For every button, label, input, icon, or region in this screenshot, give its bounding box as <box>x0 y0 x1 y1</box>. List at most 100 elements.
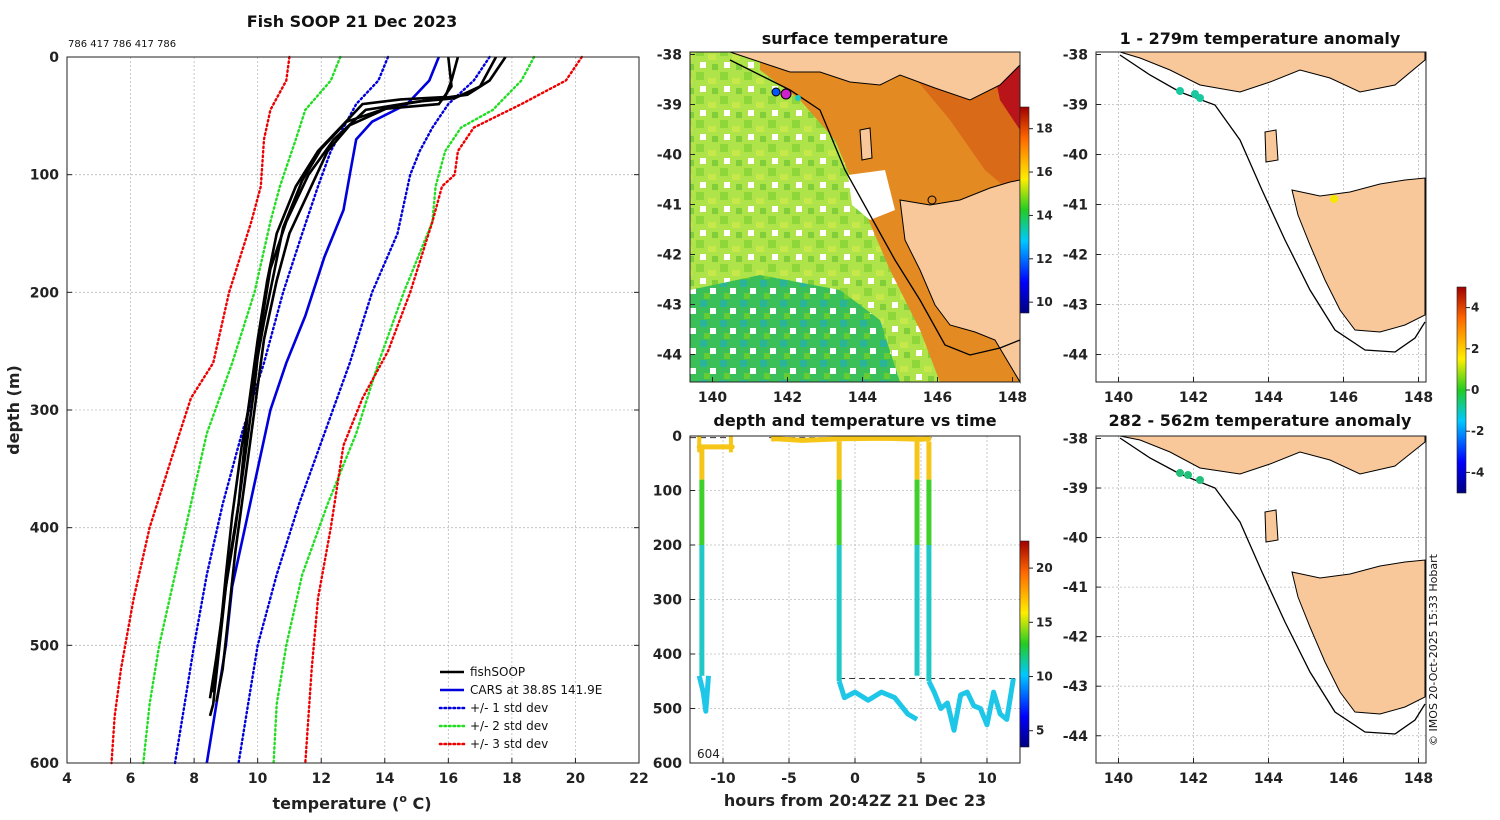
profile-x-tick-label: 12 <box>311 771 330 787</box>
depth-time-surface-trace <box>773 435 932 443</box>
x-label-end: C) <box>407 794 432 813</box>
sst-south-field <box>690 275 900 382</box>
profile-ids: 786 417 786 417 786 <box>68 39 176 50</box>
depth-time-y-tick-label: 200 <box>653 538 682 554</box>
profile-series--1-std <box>173 55 390 765</box>
map-y-tick-label: -44 <box>657 348 683 364</box>
sst-x-ticks: 140 142 144 146 148 <box>698 377 1027 406</box>
legend-label: +/- 3 std dev <box>470 737 548 751</box>
depth-time-colorbar-label: 15 <box>1036 615 1053 629</box>
sst-panel: surface temperature 140 142 144 146 148 -38-… <box>657 29 1053 406</box>
profile-y-tick-label: 100 <box>30 168 59 184</box>
anomaly-colorbar-label: -4 <box>1471 465 1484 479</box>
map-y-tick-label: -39 <box>1063 98 1088 114</box>
anomaly-colorbar-label: -2 <box>1471 424 1484 438</box>
profile-legend: fishSOOP CARS at 38.8S 141.9E +/- 1 std de… <box>438 665 602 751</box>
credit-text: © IMOS 20-Oct-2025 15:33 Hobart <box>1427 553 1440 746</box>
sst-fish-point <box>795 95 801 101</box>
depth-time-y-tick-label: 600 <box>653 756 682 772</box>
depth-time-x-tick-label: -10 <box>710 771 736 787</box>
depth-time-y-tick-label: 400 <box>653 647 682 663</box>
anomaly-lower-x-ticks: 140 142 144 146 148 <box>1104 758 1433 787</box>
legend-label: CARS at 38.8S 141.9E <box>470 683 602 697</box>
sst-king-island <box>859 127 873 161</box>
sst-cloud-gap <box>848 170 895 220</box>
anomaly-upper-point <box>1176 87 1184 95</box>
depth-time-colorbar-label: 5 <box>1036 724 1044 738</box>
x-label-main: temperature ( <box>272 794 399 813</box>
anomaly-colorbar-label: 0 <box>1471 383 1479 397</box>
sst-colorbar-label: 10 <box>1036 295 1053 309</box>
map-x-tick-label: 146 <box>923 390 952 406</box>
anomaly-lower-frame <box>1095 435 1427 764</box>
sst-fish-point <box>780 88 792 100</box>
profile-series--3-std <box>304 55 583 765</box>
map-y-tick-label: -38 <box>1063 48 1088 64</box>
map-x-tick-label: 142 <box>773 390 802 406</box>
anomaly-colorbar-label: 2 <box>1471 342 1479 356</box>
sst-tasmania <box>899 179 1021 384</box>
map-y-tick-label: -41 <box>1063 580 1088 596</box>
depth-time-x-tick-label: 5 <box>916 771 926 787</box>
anomaly-upper-tasmania <box>1291 177 1426 333</box>
anomaly-lower-tasmania <box>1291 559 1426 715</box>
profile-x-tick-label: 8 <box>189 771 199 787</box>
depth-time-y-tick-label: 500 <box>653 702 682 718</box>
map-x-tick-label: 142 <box>1179 390 1208 406</box>
map-x-tick-label: 142 <box>1179 771 1208 787</box>
depth-time-y-tick-label: 0 <box>672 429 682 445</box>
map-y-tick-label: -42 <box>657 248 682 264</box>
anomaly-lower-panel: 282 - 562m temperature anomaly 140 142 144… <box>1063 411 1433 787</box>
depth-time-panel: depth and temperature vs time -10 -5 0 5 10 … <box>653 411 1053 810</box>
sst-colorbar-label: 16 <box>1036 165 1053 179</box>
profile-grid <box>67 57 639 763</box>
sst-hot-water <box>900 60 1020 200</box>
anomaly-lower-point <box>1176 469 1184 477</box>
depth-time-bottom-trace <box>926 678 1016 733</box>
profile-series--1-std <box>237 55 491 765</box>
map-x-tick-label: 146 <box>1329 390 1358 406</box>
profile-x-tick-label: 4 <box>62 771 72 787</box>
profile-series-fishsoop-1 <box>208 56 460 699</box>
profile-x-tick-label: 16 <box>439 771 458 787</box>
map-x-tick-label: 146 <box>1329 771 1358 787</box>
map-y-tick-label: -41 <box>657 198 682 214</box>
depth-time-bottom-trace <box>836 680 919 722</box>
profile-y-tick-label: 500 <box>30 638 59 654</box>
anomaly-upper-frame <box>1095 51 1427 383</box>
profile-x-tick-label: 10 <box>248 771 268 787</box>
legend-label: fishSOOP <box>470 665 525 679</box>
anomaly-lower-y-ticks: -38 -39 -40 -41 -42 -43 -44 <box>1063 431 1101 745</box>
map-y-tick-label: -43 <box>1063 298 1088 314</box>
map-y-tick-label: -40 <box>1063 148 1089 164</box>
map-x-tick-label: 140 <box>698 390 727 406</box>
profile-series--2-std <box>272 55 536 765</box>
depth-time-colorbar-label: 10 <box>1036 670 1053 684</box>
depth-time-colorbar <box>1019 540 1030 748</box>
anomaly-upper-y-ticks: -38 -39 -40 -41 -42 -43 -44 <box>1063 48 1101 364</box>
profile-y-tick-label: 400 <box>30 521 59 537</box>
sst-fish-point <box>771 87 781 97</box>
depth-time-colorbar-label: 20 <box>1036 561 1053 575</box>
profile-x-tick-label: 22 <box>629 771 648 787</box>
depth-time-annotation: 604 <box>697 747 720 761</box>
x-label-superscript: o <box>399 792 407 805</box>
profile-y-ticks: 0 100 200 300 400 500 600 <box>30 50 639 772</box>
depth-time-x-tick-label: 0 <box>850 771 860 787</box>
anomaly-lower-point <box>1196 476 1204 484</box>
profile-series--2-std <box>142 55 342 765</box>
profile-y-label: depth (m) <box>4 365 23 455</box>
legend-label: +/- 1 std dev <box>470 701 548 715</box>
depth-time-plot <box>690 435 1020 763</box>
sst-y-ticks: -38 -39 -40 -41 -42 -43 -44 <box>657 48 695 364</box>
map-y-tick-label: -39 <box>1063 481 1088 497</box>
depth-time-title: depth and temperature vs time <box>713 411 996 430</box>
map-x-tick-label: 148 <box>998 390 1027 406</box>
map-y-tick-label: -43 <box>1063 679 1088 695</box>
depth-time-x-tick-label: 10 <box>977 771 997 787</box>
anomaly-upper-point <box>1330 195 1338 203</box>
map-x-tick-label: 148 <box>1404 390 1433 406</box>
depth-time-x-tick-label: -5 <box>781 771 797 787</box>
anomaly-upper-panel: 1 - 279m temperature anomaly 140 142 144 14… <box>1063 29 1433 406</box>
